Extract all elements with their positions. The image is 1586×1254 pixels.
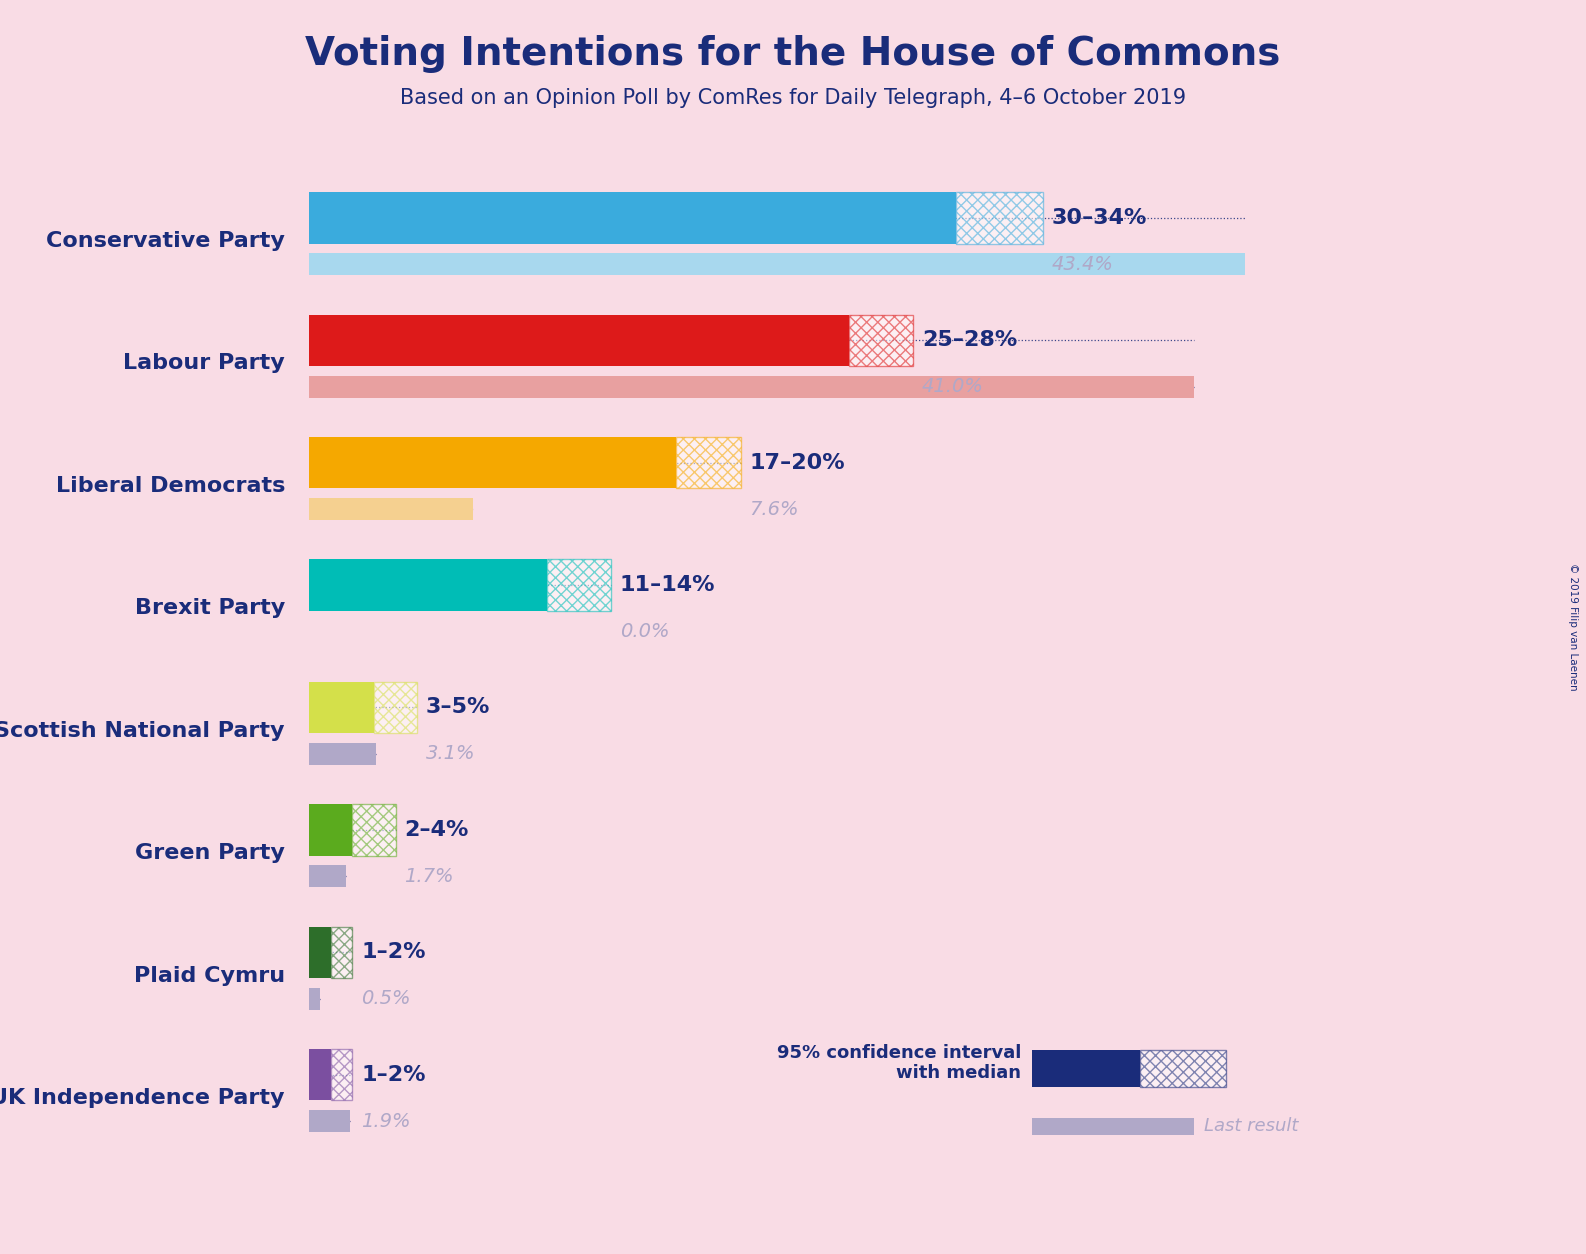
Text: 1.7%: 1.7%: [404, 867, 454, 885]
Text: 0.0%: 0.0%: [620, 622, 669, 641]
Text: 11–14%: 11–14%: [620, 576, 715, 596]
Bar: [956, 192, 1042, 243]
Bar: [309, 1050, 331, 1101]
Bar: [374, 682, 417, 734]
Bar: [309, 742, 376, 765]
Bar: [309, 498, 473, 520]
Bar: [352, 804, 395, 855]
Text: 17–20%: 17–20%: [749, 453, 845, 473]
Bar: [1032, 1117, 1194, 1135]
Bar: [309, 865, 346, 888]
Bar: [849, 315, 914, 366]
Bar: [331, 927, 352, 978]
Text: 95% confidence interval
with median: 95% confidence interval with median: [777, 1043, 1021, 1082]
Bar: [309, 1110, 351, 1132]
Bar: [331, 1050, 352, 1101]
Text: 1.9%: 1.9%: [362, 1112, 411, 1131]
Text: 0.5%: 0.5%: [362, 989, 411, 1008]
Text: 7.6%: 7.6%: [749, 499, 799, 519]
Text: 43.4%: 43.4%: [1052, 255, 1113, 273]
Bar: [309, 436, 676, 488]
Text: Voting Intentions for the House of Commons: Voting Intentions for the House of Commo…: [306, 35, 1280, 73]
Bar: [309, 253, 1245, 276]
Bar: [1140, 1051, 1226, 1087]
Text: 3.1%: 3.1%: [425, 745, 476, 764]
Bar: [309, 559, 547, 611]
Text: 1–2%: 1–2%: [362, 942, 425, 962]
Bar: [309, 988, 320, 1009]
Text: 41.0%: 41.0%: [921, 377, 983, 396]
Text: Last result: Last result: [1204, 1117, 1299, 1135]
Bar: [676, 436, 741, 488]
Text: © 2019 Filip van Laenen: © 2019 Filip van Laenen: [1569, 563, 1578, 691]
Text: 25–28%: 25–28%: [921, 330, 1017, 350]
Text: 3–5%: 3–5%: [425, 697, 490, 717]
Bar: [309, 315, 849, 366]
Text: 1–2%: 1–2%: [362, 1065, 425, 1085]
Text: 2–4%: 2–4%: [404, 820, 468, 840]
Bar: [309, 804, 352, 855]
Bar: [547, 559, 611, 611]
Text: Based on an Opinion Poll by ComRes for Daily Telegraph, 4–6 October 2019: Based on an Opinion Poll by ComRes for D…: [400, 88, 1186, 108]
Bar: [309, 376, 1194, 398]
Bar: [309, 682, 374, 734]
Bar: [309, 192, 956, 243]
Text: 30–34%: 30–34%: [1052, 208, 1147, 228]
Bar: [309, 927, 331, 978]
Bar: [1032, 1051, 1140, 1087]
